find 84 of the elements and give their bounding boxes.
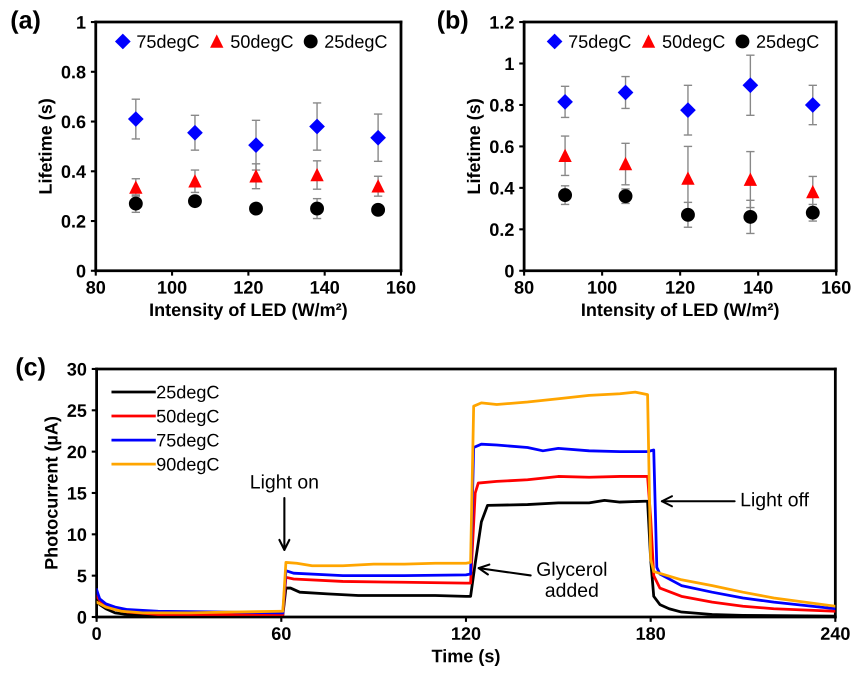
x-axis-title: Intensity of LED (W/m²)	[150, 302, 347, 320]
y-tick-label: 0.4	[490, 182, 514, 195]
point	[188, 194, 202, 208]
y-tick-label: 0.6	[490, 140, 514, 154]
x-tick-label: 0	[92, 627, 101, 640]
x-tick-label: 100	[158, 280, 186, 294]
y-tick-label: 0.6	[62, 115, 86, 128]
point	[558, 188, 572, 202]
point	[742, 78, 758, 93]
y-tick-label: 0.2	[490, 223, 514, 236]
y-tick-label: 0	[78, 610, 86, 624]
x-tick-label: 240	[820, 627, 850, 640]
point	[128, 111, 144, 127]
legend-label: 50degC	[156, 409, 219, 426]
point	[250, 170, 262, 183]
x-tick-label: 120	[666, 280, 694, 294]
y-tick-label: 1	[77, 16, 86, 29]
x-tick-label: 120	[234, 280, 263, 294]
legend-label: 75degC	[137, 34, 199, 52]
y-tick-label: 20	[67, 446, 86, 458]
point	[619, 158, 632, 170]
point	[188, 174, 202, 188]
y-tick-label: 0.4	[62, 165, 86, 178]
legend-label: 50degC	[662, 34, 725, 52]
point	[372, 180, 384, 192]
chart-title: (b)	[438, 10, 468, 34]
y-tick-label: 1.2	[490, 16, 514, 29]
point	[249, 202, 263, 216]
point	[680, 102, 696, 118]
point	[744, 173, 757, 186]
x-tick-label: 80	[514, 280, 534, 294]
y-axis-title: Lifetime (s)	[38, 99, 56, 194]
legend-label: 75degC	[569, 34, 631, 52]
y-tick-label: 15	[68, 487, 86, 500]
y-axis-title: Lifetime (s)	[466, 99, 484, 194]
legend-label: 50degC	[231, 34, 293, 52]
legend-label: 25degC	[325, 34, 387, 52]
point	[187, 125, 203, 140]
y-tick-label: 0	[505, 264, 514, 278]
legend-label: 90degC	[157, 457, 219, 474]
x-tick-label: 180	[636, 627, 665, 640]
y-tick-label: 0	[76, 264, 86, 278]
x-tick-label: 80	[86, 280, 106, 294]
point	[743, 210, 758, 224]
y-tick-label: 5	[77, 570, 86, 582]
y-tick-label: 0.8	[490, 98, 514, 112]
x-tick-label: 160	[822, 280, 851, 294]
x-tick-label: 140	[744, 280, 772, 294]
chart-title: (c)	[16, 357, 45, 381]
annotation: Glycerol added	[537, 562, 606, 597]
point	[558, 94, 573, 110]
point	[248, 138, 264, 153]
y-tick-label: 30	[67, 362, 86, 376]
x-axis-title: Intensity of LED (W/m²)	[582, 302, 779, 320]
point	[310, 202, 324, 216]
point	[618, 84, 634, 100]
point	[806, 186, 820, 198]
point	[309, 118, 325, 134]
point	[682, 172, 694, 185]
y-axis-title: Photocurrent (µA)	[44, 416, 62, 569]
x-tick-label: 160	[387, 280, 416, 294]
y-tick-label: 0.8	[62, 66, 86, 79]
point	[130, 181, 142, 194]
point	[558, 149, 572, 162]
y-tick-label: 0.2	[62, 214, 86, 228]
point	[805, 97, 820, 113]
legend-label: 25degC	[756, 34, 819, 52]
x-axis-title: Time (s)	[432, 649, 500, 666]
x-tick-label: 120	[452, 627, 480, 640]
y-tick-label: 10	[68, 528, 86, 542]
chart-title: (a)	[12, 10, 40, 34]
legend-label: 25degC	[157, 385, 219, 402]
y-tick-label: 1	[505, 58, 514, 70]
annotation: Light on	[251, 474, 318, 492]
point	[371, 202, 386, 217]
x-tick-label: 100	[588, 280, 616, 294]
point	[310, 168, 324, 182]
legend-label: 75degC	[157, 433, 219, 450]
y-tick-label: 25	[67, 404, 86, 418]
x-tick-label: 60	[272, 627, 291, 640]
point	[370, 130, 386, 146]
x-tick-label: 140	[310, 280, 340, 294]
annotation: Light off	[742, 492, 810, 510]
point	[681, 208, 695, 222]
